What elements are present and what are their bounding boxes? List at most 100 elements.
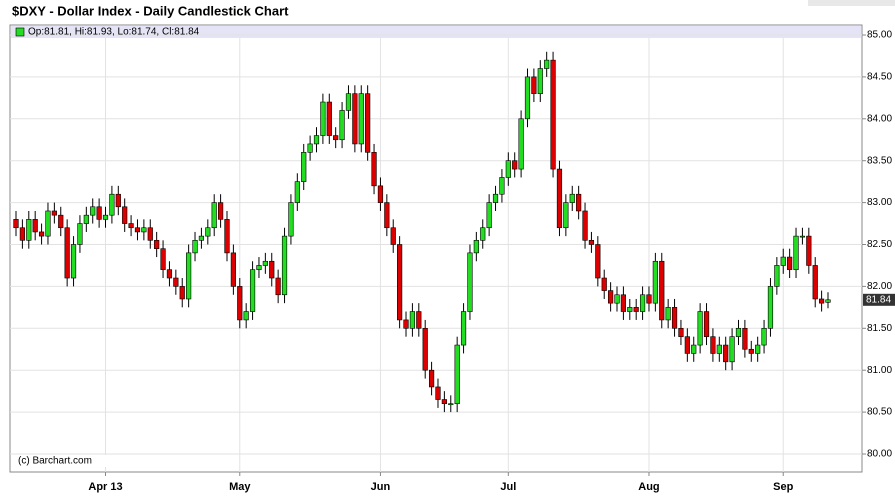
candle-body <box>518 118 524 170</box>
y-tick-label: 83.50 <box>867 155 892 166</box>
candle-body <box>710 336 716 354</box>
candle-body <box>109 193 115 216</box>
candle-body <box>326 101 332 136</box>
candle-body <box>678 327 684 337</box>
x-tick-label: Aug <box>638 481 659 493</box>
candle-body <box>646 294 652 304</box>
candle-body <box>473 240 479 254</box>
candle-body <box>294 181 300 203</box>
candle-body <box>639 294 646 312</box>
candle-body <box>684 336 690 354</box>
candle-body <box>774 265 780 287</box>
x-tick-label: Apr 13 <box>88 481 122 493</box>
candle-body <box>166 269 173 279</box>
y-tick-label: 85.00 <box>867 30 892 41</box>
candle-body <box>767 286 774 329</box>
candle-body <box>755 344 761 354</box>
top-bar <box>808 0 895 6</box>
candle-body <box>735 327 742 337</box>
candle-body <box>281 235 288 296</box>
candle-body <box>652 260 658 304</box>
candle-body <box>224 219 230 254</box>
y-tick-label: 80.00 <box>867 449 892 460</box>
candle-body <box>51 210 57 216</box>
candle-body <box>428 369 435 388</box>
candle-body <box>256 265 262 270</box>
candle-body <box>812 265 818 300</box>
y-tick-label: 80.50 <box>867 407 892 418</box>
candle-body <box>531 76 537 94</box>
candle-body <box>397 244 403 321</box>
candle-body <box>480 227 486 241</box>
candle-body <box>26 219 32 241</box>
candle-body <box>237 286 243 321</box>
candle-body <box>320 101 326 136</box>
y-tick-label: 84.50 <box>867 72 892 83</box>
candle-body <box>633 307 639 312</box>
candle-body <box>799 235 806 238</box>
candle-body <box>703 311 710 337</box>
candle-body <box>96 206 102 220</box>
candle-body <box>358 93 364 145</box>
candle-body <box>198 235 205 241</box>
legend-swatch <box>15 27 25 37</box>
y-tick-label: 83.00 <box>867 197 892 208</box>
candle-body <box>665 307 671 321</box>
x-tick-label: May <box>229 481 251 493</box>
candle-body <box>70 244 77 279</box>
candle-body <box>205 227 211 237</box>
candle-body <box>512 160 518 170</box>
grid <box>10 34 862 472</box>
candle-body <box>339 110 345 141</box>
candle-body <box>537 68 543 94</box>
candle-body <box>505 160 511 178</box>
candle-body <box>122 206 128 224</box>
candle-body <box>454 344 460 405</box>
y-tick-label: 81.50 <box>867 323 892 334</box>
candle-body <box>544 59 550 69</box>
candle-body <box>90 206 96 216</box>
candle-body <box>441 399 447 405</box>
candle-body <box>32 219 38 233</box>
candle-body <box>58 214 64 229</box>
candle-body <box>141 227 147 233</box>
candle-body <box>160 248 166 270</box>
candle-body <box>13 219 19 229</box>
candle-body <box>435 386 441 400</box>
y-tick-label: 82.50 <box>867 239 892 250</box>
candle-body <box>390 227 396 245</box>
candle-body <box>601 277 607 291</box>
candle-body <box>384 202 390 229</box>
candle-body <box>723 344 729 363</box>
candle-body <box>761 327 767 346</box>
candle-body <box>333 135 339 141</box>
candle-body <box>563 202 569 229</box>
candle-body <box>269 260 275 279</box>
candle-body <box>742 327 748 350</box>
candle-body <box>416 311 422 329</box>
candle-body <box>627 307 633 312</box>
candle-body <box>186 252 192 300</box>
candle-body <box>243 311 249 321</box>
candle-body <box>249 269 256 312</box>
candle-body <box>77 223 83 245</box>
candle-body <box>83 214 89 224</box>
last-price-label: 81.84 <box>866 294 891 305</box>
candle-body <box>45 210 51 237</box>
candle-body <box>173 277 179 287</box>
candle-body <box>352 93 358 145</box>
candle-body <box>659 260 665 321</box>
candle-body <box>365 93 371 153</box>
candle-body <box>422 327 428 371</box>
y-tick-label: 81.00 <box>867 365 892 376</box>
candle-body <box>211 202 217 229</box>
candle-body <box>620 294 627 312</box>
candle-body <box>671 307 678 329</box>
candle-body <box>819 298 825 304</box>
candle-body <box>460 311 467 346</box>
x-tick-label: Sep <box>773 481 793 493</box>
candle-body <box>301 152 307 182</box>
candle-body <box>403 319 409 329</box>
candle-body <box>192 240 198 254</box>
candle-body <box>748 348 754 354</box>
